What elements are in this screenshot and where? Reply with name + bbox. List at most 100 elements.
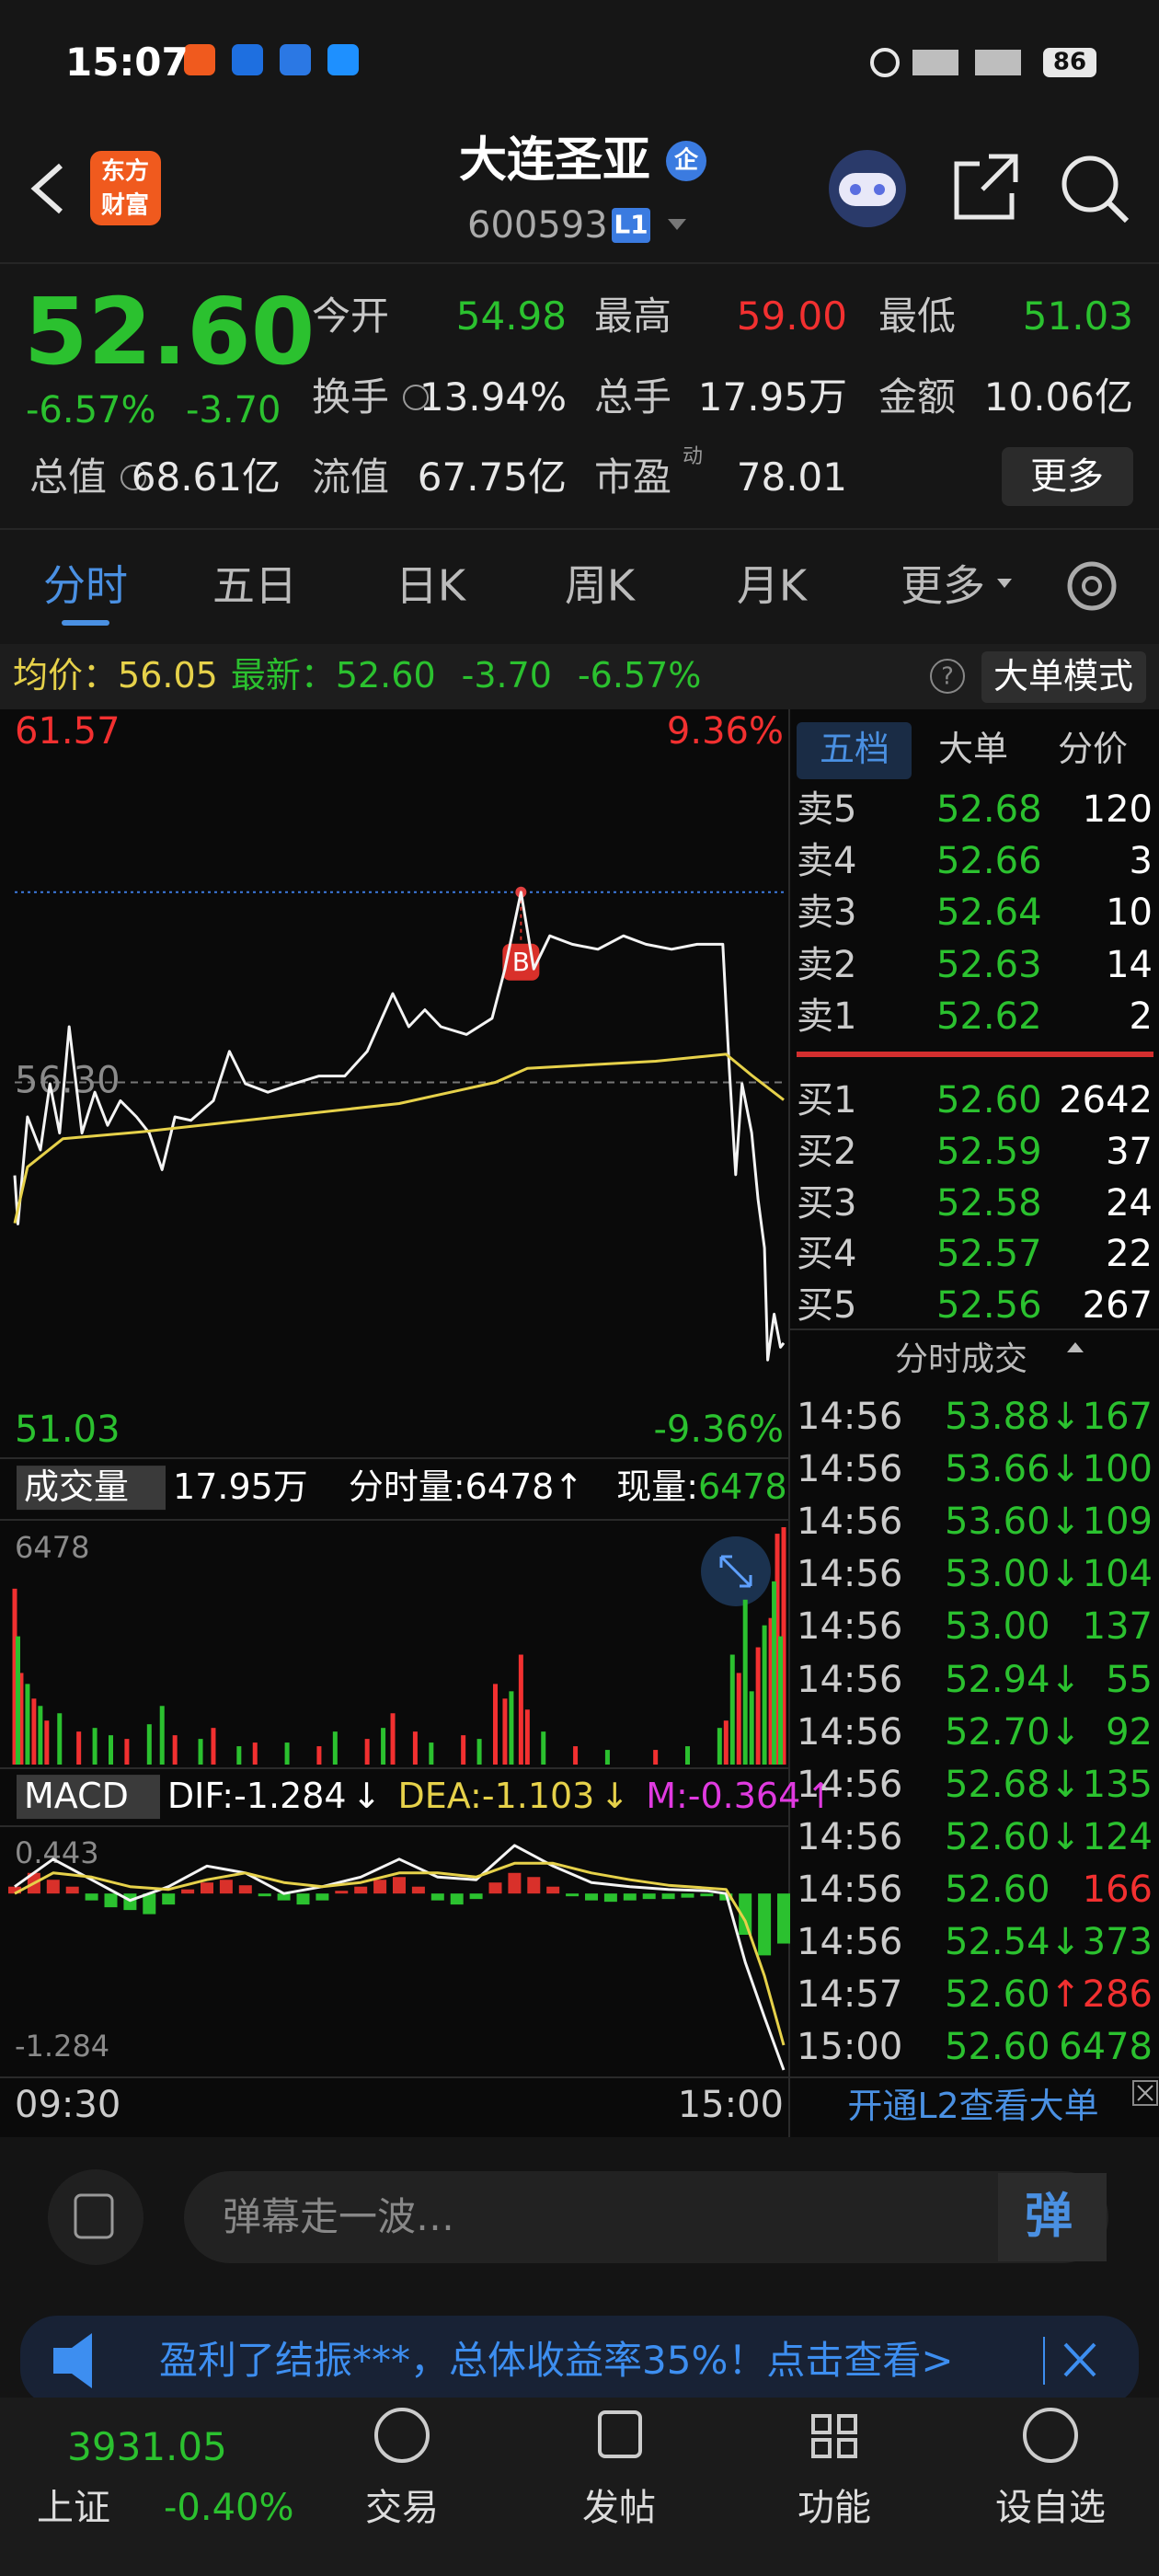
close-icon[interactable] (1132, 2080, 1158, 2106)
trade-time: 14:56 (797, 1448, 903, 1491)
comment-button-bg (998, 2173, 1107, 2261)
bar (238, 1885, 252, 1894)
comment-button[interactable]: 弹 (1024, 2189, 1073, 2245)
side-tab[interactable]: 分价 (1057, 729, 1129, 770)
bar (685, 1746, 690, 1765)
book-label: 卖3 (797, 891, 857, 935)
trade-arrow: ↓ (1050, 1396, 1082, 1438)
book-label: 卖1 (797, 995, 857, 1038)
bar (335, 1891, 349, 1894)
nav-item[interactable]: 发帖 (582, 2487, 656, 2529)
banner-text[interactable]: 盈利了结振***，总体收益率35%！点击查看> (159, 2337, 954, 2383)
bar (755, 1647, 761, 1765)
nav-item[interactable]: 交易 (365, 2487, 439, 2529)
share-button[interactable] (954, 154, 1018, 220)
mode-button[interactable] (981, 651, 1146, 703)
book-label: 买2 (797, 1130, 857, 1173)
field-label: 市盈 (594, 454, 672, 500)
settings-button[interactable] (1067, 561, 1117, 611)
index-value[interactable]: 3931.05 (67, 2423, 227, 2469)
trade-volume: 166 (1082, 1868, 1153, 1911)
bar (381, 1728, 386, 1765)
tab[interactable]: 日K (395, 560, 466, 611)
trade-volume: 373 (1082, 1921, 1153, 1963)
trade-time: 14:56 (797, 1868, 903, 1911)
y-tick-label: 0.443 (15, 1835, 99, 1870)
dropdown-caret (668, 219, 686, 230)
battery (1043, 48, 1096, 77)
trade-volume: 104 (1082, 1553, 1153, 1596)
nav-icon (811, 2414, 832, 2434)
tab[interactable]: 分时 (43, 560, 128, 611)
bar (681, 1893, 694, 1898)
info-bar-background (0, 644, 1159, 709)
bar (109, 1735, 113, 1765)
x-tick-label: 15:00 (678, 2084, 784, 2126)
bar (143, 1893, 156, 1915)
help-icon[interactable] (930, 659, 965, 694)
banner-close[interactable] (1063, 2342, 1096, 2377)
search-button[interactable] (1061, 155, 1119, 213)
book-price: 52.66 (936, 840, 1042, 883)
search-button (1106, 200, 1130, 224)
trade-time: 14:56 (797, 1553, 903, 1596)
trade-price: 53.00 (945, 1553, 1050, 1596)
field-label: 总值 (29, 454, 108, 500)
price-line (14, 1861, 786, 2046)
l2-link[interactable]: 开通L2查看大单 (847, 2086, 1099, 2127)
trade-time: 14:56 (797, 1396, 903, 1438)
trade-volume: 92 (1106, 1710, 1153, 1754)
book-label: 卖5 (797, 788, 857, 831)
trade-price: 53.00 (945, 1605, 1050, 1649)
tab[interactable]: 周K (564, 560, 636, 611)
trade-arrow: ↓ (1050, 1763, 1082, 1806)
book-price: 52.59 (936, 1130, 1042, 1173)
bar (749, 1691, 754, 1765)
comment-icon[interactable] (48, 2169, 143, 2265)
badge-bg (666, 141, 706, 181)
bar (772, 1581, 777, 1765)
bar (723, 1720, 729, 1765)
bar (258, 1893, 271, 1897)
more-button[interactable]: 更多 (1030, 455, 1104, 498)
side-tab[interactable]: 大单 (937, 729, 1009, 770)
battery-level: 86 (1052, 48, 1087, 76)
bar (393, 1877, 406, 1894)
comment-icon (74, 2193, 114, 2239)
tab[interactable]: 五日 (212, 560, 297, 611)
book-volume: 2 (1129, 995, 1153, 1038)
trade-volume: 137 (1082, 1605, 1153, 1649)
trade-arrow: ↓ (1050, 1658, 1082, 1701)
side-tab[interactable]: 五档 (819, 729, 890, 770)
bar (76, 1731, 82, 1765)
banner-background[interactable] (20, 2316, 1139, 2406)
bar (736, 1673, 741, 1765)
back-button[interactable] (30, 163, 63, 214)
trade-volume: 6478 (1059, 2026, 1153, 2069)
change: -3.70 (186, 389, 281, 431)
bar (524, 1709, 530, 1765)
book-volume: 3 (1129, 840, 1153, 883)
more-button[interactable] (1002, 447, 1133, 506)
tab[interactable]: 月K (736, 560, 808, 611)
close-icon (1137, 2085, 1153, 2101)
trade-time: 14:56 (797, 1710, 903, 1754)
nav-item[interactable]: 功能 (798, 2487, 871, 2529)
bar (546, 1886, 560, 1894)
book-divider (797, 1052, 1153, 1057)
bar (508, 1872, 522, 1894)
last-price: 52.60 (24, 278, 316, 385)
comment-input[interactable] (184, 2171, 1108, 2263)
volume-label[interactable]: 成交量 (17, 1466, 166, 1510)
macd-label[interactable]: MACD (17, 1775, 160, 1819)
bar (585, 1893, 598, 1901)
tab[interactable]: 更多 (901, 560, 985, 611)
level-badge-bg (612, 208, 650, 243)
trade-time: 15:00 (797, 2026, 903, 2069)
nav-item[interactable]: 设自选 (995, 2487, 1106, 2529)
status-icon (232, 44, 263, 75)
settings-button (1082, 576, 1102, 596)
y-tick-label: 6478 (15, 1530, 89, 1565)
mode-button[interactable]: 大单模式 (993, 656, 1134, 697)
avg-price: 56.05 (118, 655, 218, 696)
